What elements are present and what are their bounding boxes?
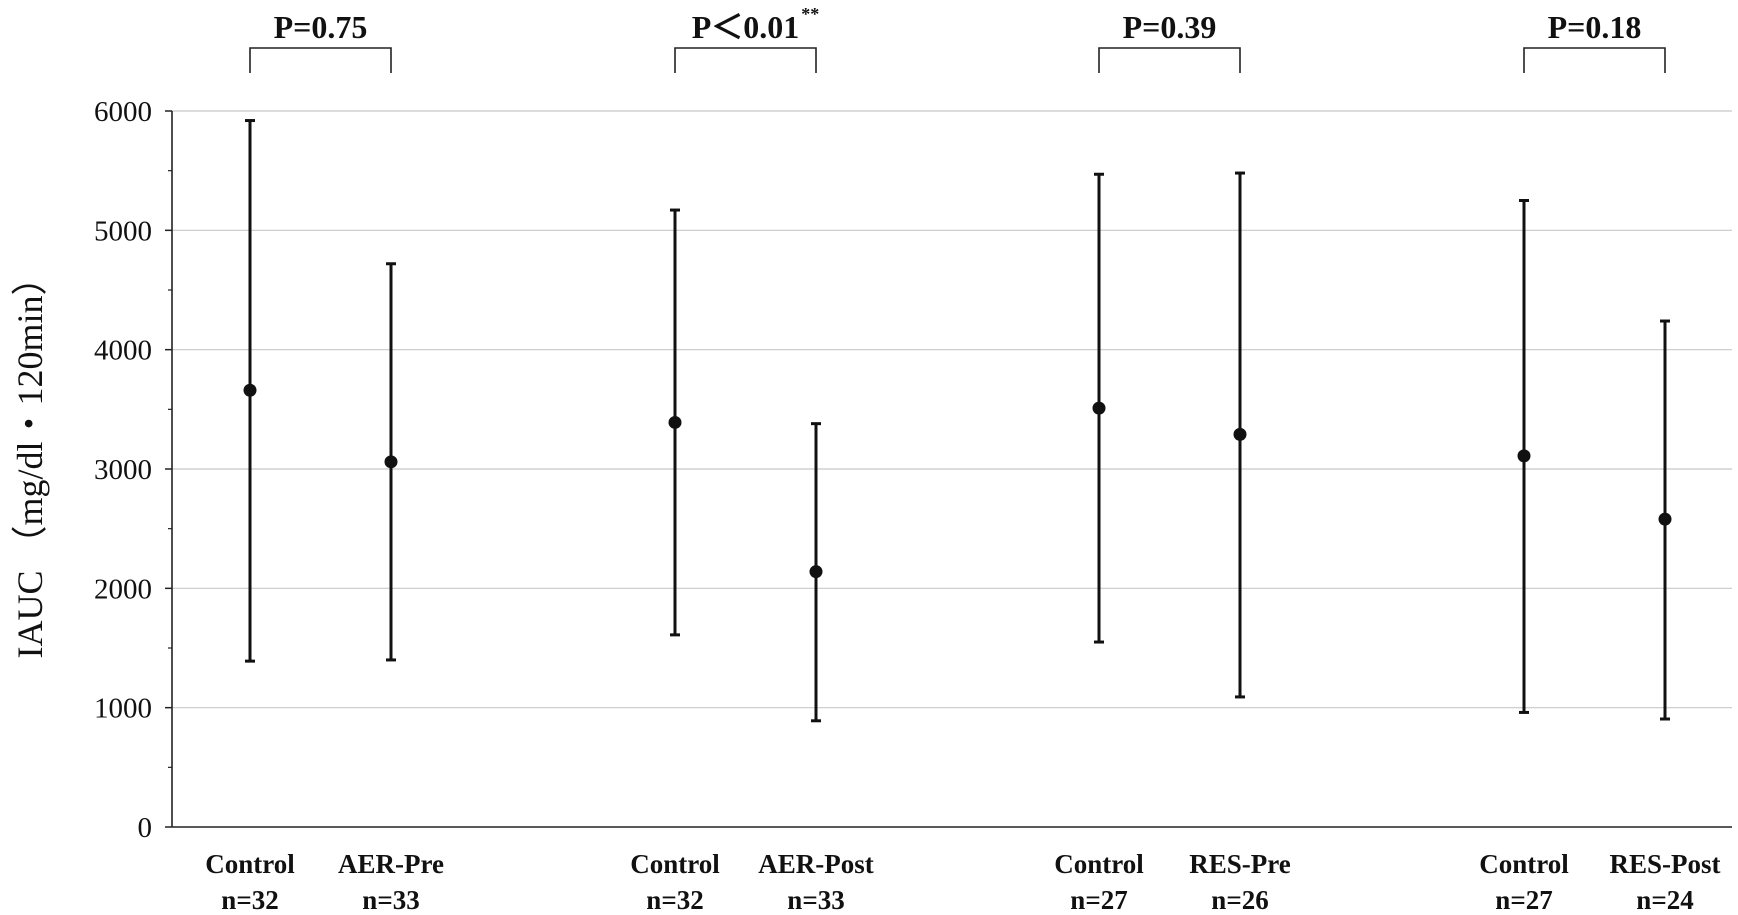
comparison-bracket [1098, 47, 1241, 73]
comparison-bracket [249, 47, 392, 73]
category-label: AER-Pre [338, 849, 444, 879]
y-tick-label: 4000 [94, 335, 152, 367]
p-value-label: P=0.39 [1123, 9, 1217, 45]
category-label: RES-Post [1609, 849, 1720, 879]
category-n-label: n=27 [1070, 885, 1127, 915]
p-value-label: P＜0.01 [692, 9, 800, 45]
category-n-label: n=26 [1211, 885, 1268, 915]
data-point [1092, 401, 1106, 415]
comparison-bracket [1523, 47, 1666, 73]
data-point [384, 455, 398, 469]
category-n-label: n=33 [362, 885, 419, 915]
significance-marker: ** [801, 4, 819, 24]
category-label: Control [630, 849, 720, 879]
category-label: Control [1054, 849, 1144, 879]
category-label: RES-Pre [1189, 849, 1291, 879]
category-n-label: n=33 [787, 885, 844, 915]
y-tick-label: 3000 [94, 454, 152, 486]
y-tick-label: 6000 [94, 96, 152, 128]
data-point [243, 383, 257, 397]
y-tick-label: 2000 [94, 573, 152, 605]
category-label: AER-Post [758, 849, 874, 879]
category-n-label: n=27 [1495, 885, 1552, 915]
comparison-bracket [674, 47, 817, 73]
category-n-label: n=32 [221, 885, 278, 915]
p-value-label: P=0.18 [1548, 9, 1642, 45]
category-label: Control [1479, 849, 1569, 879]
data-point [668, 415, 682, 429]
category-n-label: n=32 [646, 885, 703, 915]
y-tick-label: 5000 [94, 215, 152, 247]
data-point [1658, 512, 1672, 526]
data-point [1233, 427, 1247, 441]
y-tick-label: 0 [138, 812, 153, 844]
y-axis-title: IAUC （mg/dl・120min） [10, 259, 50, 658]
p-value-label: P=0.75 [274, 9, 368, 45]
y-tick-label: 1000 [94, 693, 152, 725]
category-n-label: n=24 [1636, 885, 1693, 915]
data-point [1517, 449, 1531, 463]
data-point [809, 565, 823, 579]
category-label: Control [205, 849, 295, 879]
